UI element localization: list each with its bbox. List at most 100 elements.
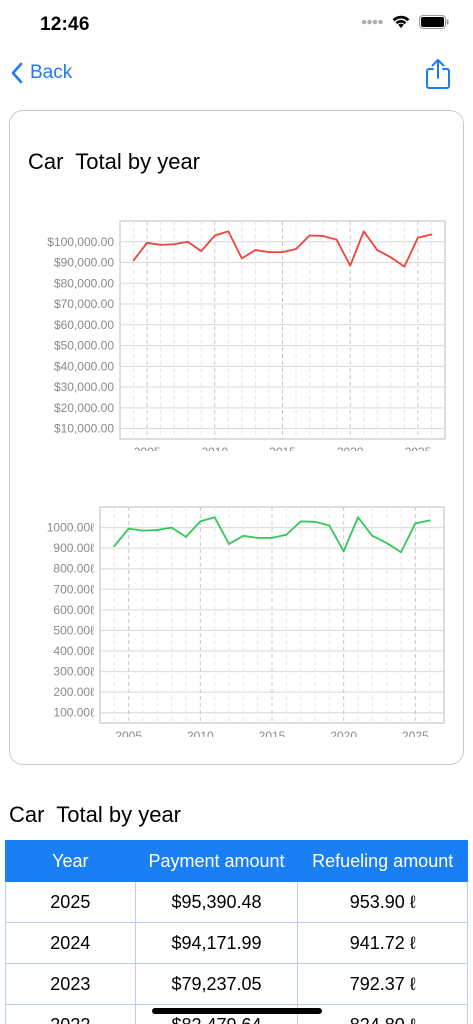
totals-table: Year Payment amount Refueling amount 202…: [5, 840, 468, 1024]
y-tick-label: 500.00ℓ: [53, 623, 94, 637]
cell-refueling: 953.90 ℓ: [297, 881, 468, 923]
y-tick-label: $60,000.00: [54, 318, 114, 332]
y-tick-label: $10,000.00: [54, 422, 114, 436]
data-point: [200, 250, 203, 253]
column-header-year: Year: [5, 840, 136, 882]
data-point: [389, 256, 392, 259]
data-point: [156, 529, 159, 531]
data-point: [428, 519, 431, 522]
back-label: Back: [30, 62, 73, 83]
data-point: [213, 516, 216, 519]
data-point: [322, 235, 325, 237]
table-header-row: Year Payment amount Refueling amount: [5, 840, 468, 882]
wifi-icon: [392, 15, 410, 28]
data-point: [173, 243, 176, 246]
data-point: [242, 534, 245, 537]
x-tick-label: 2015: [259, 729, 286, 737]
data-point: [127, 527, 130, 530]
data-point: [281, 251, 284, 254]
data-point: [113, 545, 116, 547]
data-point: [254, 249, 257, 251]
cell-year: 2023: [5, 963, 136, 1005]
data-point: [132, 259, 135, 262]
battery-icon: [419, 14, 449, 29]
y-tick-label: 900.00ℓ: [53, 541, 94, 555]
y-tick-label: $20,000.00: [54, 401, 114, 415]
back-button[interactable]: Back: [10, 62, 72, 84]
cell-payment: $95,390.48: [134, 881, 299, 923]
data-point: [299, 520, 302, 523]
data-point: [335, 238, 338, 241]
data-point: [308, 234, 311, 237]
data-point: [400, 551, 402, 554]
data-point: [170, 526, 173, 529]
y-tick-label: $100,000.00: [47, 235, 114, 249]
share-button[interactable]: [425, 58, 451, 95]
data-point: [362, 230, 365, 233]
data-point: [403, 265, 406, 268]
data-point: [371, 534, 374, 537]
share-icon: [426, 59, 450, 89]
status-bar: 12:46: [0, 0, 473, 50]
payment-chart: $100,000.00 $90,000.00 $80,000.00 $70,000.0…: [47, 220, 446, 451]
data-point: [146, 241, 148, 244]
x-tick-label: 2025: [402, 729, 429, 737]
y-tick-label: 800.00ℓ: [53, 562, 94, 576]
cell-year: 2024: [5, 922, 136, 964]
table-title: Car Total by year: [9, 802, 182, 827]
y-tick-label: 1000.00ℓ: [47, 521, 94, 535]
cell-payment: $79,237.05: [134, 963, 299, 1005]
y-tick-label: 300.00ℓ: [53, 665, 94, 679]
data-point: [142, 529, 144, 532]
data-point: [314, 520, 316, 523]
data-point: [227, 230, 230, 233]
y-tick-label: 400.00ℓ: [53, 644, 94, 658]
cell-refueling: 824.80 ℓ: [297, 1004, 468, 1024]
y-tick-label: 200.00ℓ: [53, 685, 94, 699]
x-tick-label: 2010: [201, 445, 228, 451]
home-indicator: [152, 1008, 322, 1014]
data-point: [159, 243, 162, 246]
data-point: [342, 550, 345, 553]
x-tick-label: 2020: [330, 729, 357, 737]
data-point: [328, 524, 331, 527]
y-tick-label: $40,000.00: [54, 359, 114, 373]
data-point: [295, 248, 297, 250]
status-time: 12:46: [40, 14, 90, 35]
data-point: [213, 234, 216, 237]
refueling-chart: 1000.00ℓ 900.00ℓ 800.00ℓ 700.00ℓ 600.00ℓ 500.…: [47, 506, 445, 737]
cell-payment: $94,171.99: [134, 922, 299, 964]
signal-dots-icon: [361, 19, 383, 24]
table-row[interactable]: 2023 $79,237.05 792.37 ℓ: [5, 963, 468, 1005]
data-point: [228, 543, 230, 545]
cell-year: 2025: [5, 881, 136, 923]
y-tick-label: $90,000.00: [54, 256, 114, 270]
data-point: [385, 542, 388, 544]
cell-year: 2022: [5, 1004, 136, 1024]
navigation-bar: Back: [0, 52, 473, 100]
table-row[interactable]: 2025 $95,390.48 953.90 ℓ: [5, 881, 468, 923]
data-point: [430, 233, 433, 236]
table-row[interactable]: 2024 $94,171.99 941.72 ℓ: [5, 922, 468, 964]
cell-refueling: 941.72 ℓ: [297, 922, 468, 964]
data-point: [186, 240, 189, 243]
data-point: [414, 522, 417, 525]
x-tick-label: 2005: [115, 729, 142, 737]
y-tick-label: 600.00ℓ: [53, 603, 94, 617]
chart-card: Car Total by year $100,000.00 $90,000.00 $…: [9, 110, 464, 765]
status-icons: [361, 14, 449, 29]
data-point: [199, 520, 202, 523]
data-point: [376, 249, 379, 251]
chevron-left-icon: [11, 62, 23, 84]
y-tick-label: $50,000.00: [54, 339, 114, 353]
data-point: [268, 251, 270, 254]
x-tick-label: 2015: [269, 445, 296, 451]
data-point: [185, 535, 187, 538]
data-point: [256, 536, 259, 539]
card-title: Car Total by year: [28, 149, 201, 174]
y-tick-label: $30,000.00: [54, 380, 114, 394]
y-tick-label: 100.00ℓ: [53, 706, 94, 720]
data-point: [417, 236, 419, 239]
y-tick-label: 700.00ℓ: [53, 582, 94, 596]
cell-refueling: 792.37 ℓ: [297, 963, 468, 1005]
